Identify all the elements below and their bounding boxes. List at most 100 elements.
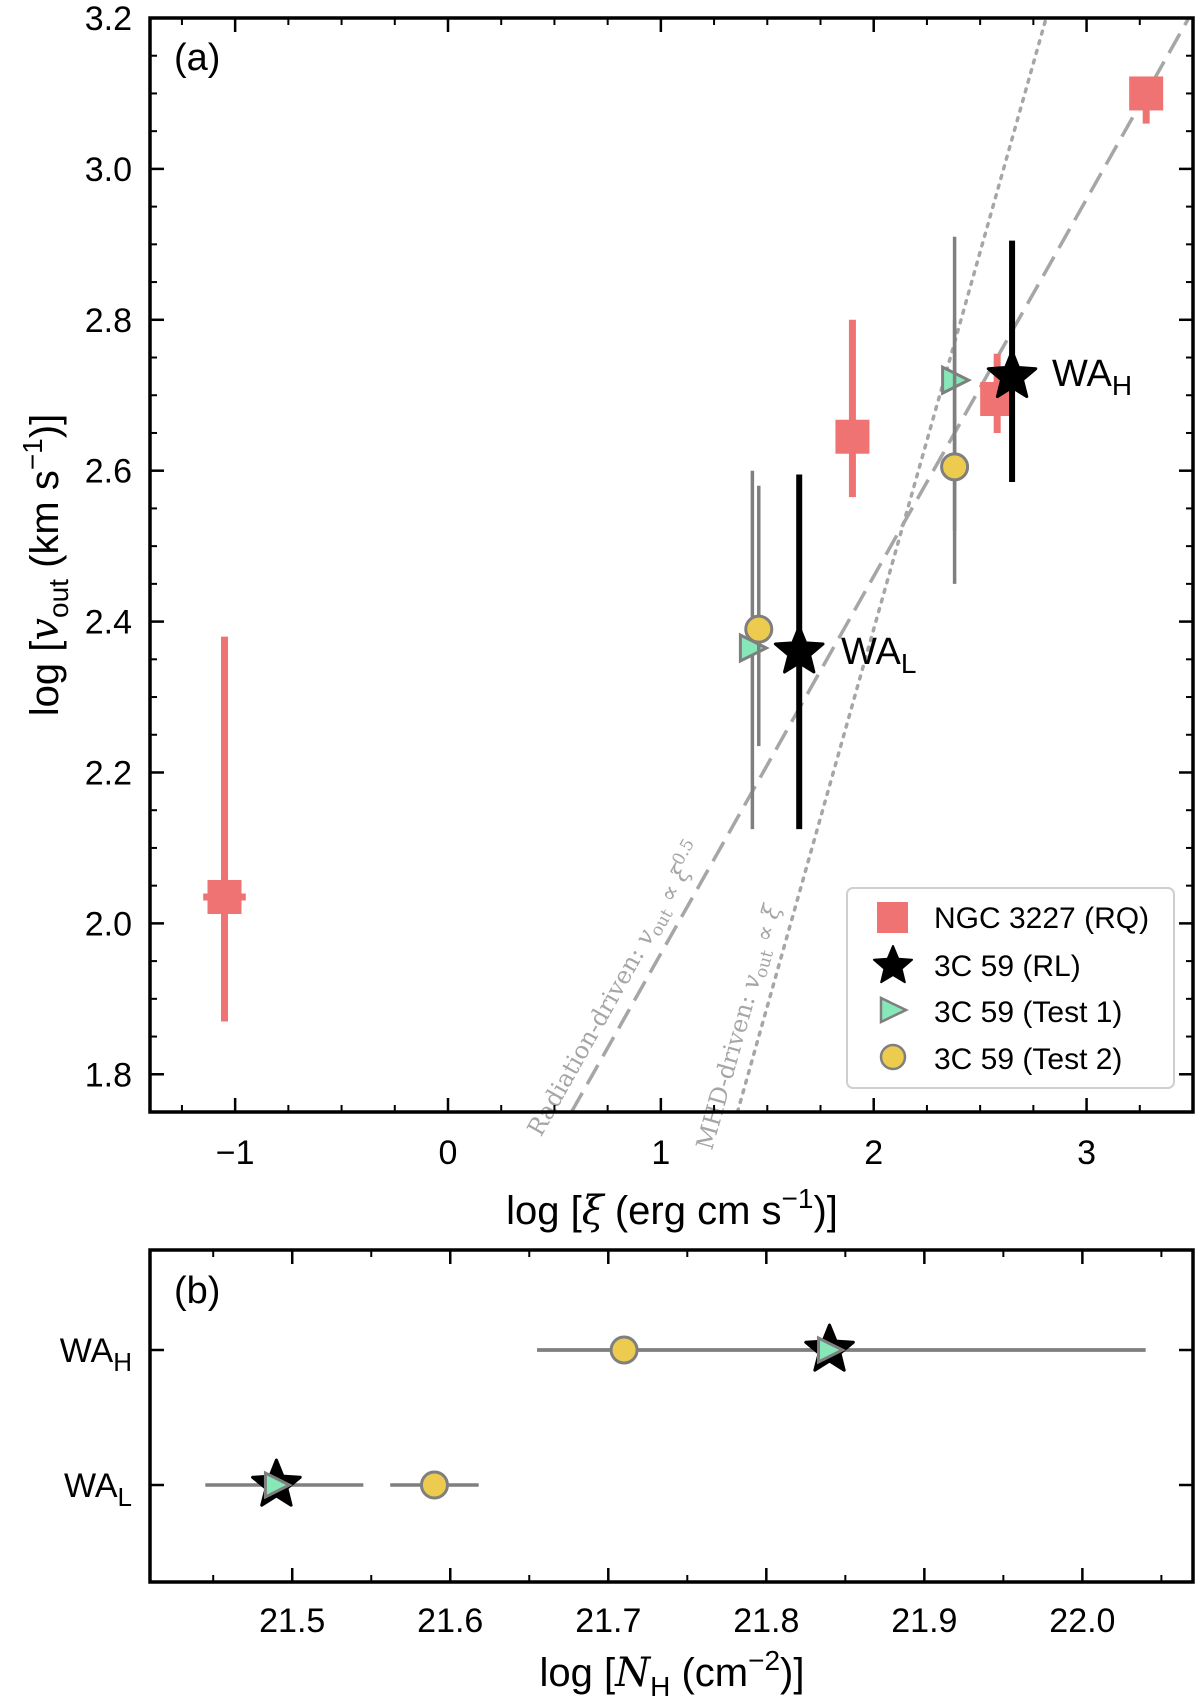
legend-marker-square [877, 902, 908, 933]
star-marker [773, 625, 825, 674]
triangle-marker [263, 1470, 293, 1500]
relation-label-prefix: MHD-driven: [691, 985, 763, 1153]
y-tick-label: 2.0 [85, 905, 132, 943]
x-tick-label: 0 [439, 1134, 458, 1172]
wa-h-subscript: H [1112, 370, 1132, 401]
3c-59-rl-point [773, 474, 825, 830]
panel-a-label: (a) [174, 37, 220, 79]
category-text: WA [64, 1467, 118, 1505]
ngc-3227-rq-point [1129, 76, 1164, 124]
panel-b-data-points [205, 1323, 1146, 1507]
legend-entry-3c59-rl: 3C 59 (RL) [873, 945, 1081, 984]
star-marker [986, 349, 1038, 399]
3c-59-rl-point [986, 240, 1038, 483]
legend-entry-ngc3227: NGC 3227 (RQ) [877, 902, 1149, 935]
mhd-driven-relation-line [735, 18, 1048, 1112]
x-title-symbol: N [614, 1650, 652, 1696]
y-tick-label: 2.4 [85, 604, 132, 642]
panel-a-frame [148, 16, 1195, 1114]
legend-entry-3c59-test2: 3C 59 (Test 2) [879, 1043, 1122, 1076]
triangle-marker [817, 1335, 846, 1365]
panel-a-y-axis-title: log [vout (km s−1)] [17, 414, 74, 716]
svg-text:MHD-driven: vout ∝ ξ: MHD-driven: vout ∝ ξ [691, 900, 791, 1154]
ngc-3227-rq-point [203, 636, 246, 1022]
legend-label-ngc3227: NGC 3227 (RQ) [934, 902, 1149, 935]
star-shape [873, 945, 913, 984]
x-tick-label: 22.0 [1049, 1602, 1115, 1640]
x-tick-label: 21.7 [575, 1602, 641, 1640]
relation-label-prefix: Radiation-driven: [522, 936, 654, 1141]
panel-b-label: (b) [174, 1270, 220, 1312]
y-title-subscript: out [43, 579, 74, 618]
panel-b-ticks: 21.5 21.6 21.7 21.8 21.9 22.0 [150, 1250, 1193, 1640]
legend-label-3c59-test1: 3C 59 (Test 1) [934, 996, 1122, 1029]
x-tick-label: 3 [1077, 1134, 1096, 1172]
panel-b-x-axis-title: log [NH (cm−2)] [540, 1645, 805, 1702]
circle-marker [744, 614, 774, 644]
x-title-suffix: )] [780, 1651, 804, 1695]
mhd-driven-relation-label: MHD-driven: vout ∝ ξ [691, 900, 791, 1154]
y-title-units: (km s [23, 470, 67, 579]
3c-59-test-2-point [940, 319, 970, 584]
legend: NGC 3227 (RQ) 3C 59 (RL) 3C 59 (Test 1) … [846, 887, 1175, 1089]
x-tick-label: 21.5 [259, 1602, 325, 1640]
y-title-superscript: −1 [17, 438, 48, 470]
x-title-superscript: −1 [782, 1183, 814, 1214]
y-tick-label: 1.8 [85, 1056, 132, 1094]
wa-h-text: WA [1052, 353, 1112, 395]
radiation-driven-relation-label: Radiation-driven: vout ∝ ξ0.5 [518, 835, 713, 1142]
category-label-wa-h: WAH [60, 1332, 132, 1377]
legend-label-3c59-rl: 3C 59 (RL) [934, 950, 1081, 983]
x-title-suffix: )] [813, 1189, 837, 1233]
panel-a: Radiation-driven: vout ∝ ξ0.5 MHD-driven… [17, 0, 1195, 1234]
category-label-wa-l: WAL [64, 1467, 132, 1512]
category-subscript: H [113, 1347, 132, 1377]
3c-59-test-2-point [744, 485, 774, 747]
circle-marker [609, 1335, 639, 1365]
x-title-prefix: log [ [506, 1189, 582, 1233]
panel-b-frame [148, 1248, 1195, 1584]
legend-frame [846, 887, 1175, 1089]
ngc-3227-rq-point [835, 319, 870, 498]
panel-a-x-axis-title: log [ξ (erg cm s−1)] [506, 1183, 838, 1234]
x-title-subscript: H [650, 1671, 670, 1702]
wa-l-subscript: L [901, 648, 917, 679]
circle-marker [940, 452, 970, 482]
y-title-suffix: )] [23, 414, 67, 438]
legend-label-3c59-test2: 3C 59 (Test 2) [934, 1043, 1122, 1076]
wa-l-text: WA [841, 631, 901, 673]
y-tick-label: 2.6 [85, 453, 132, 491]
y-title-prefix: log [ [23, 641, 67, 717]
x-tick-label: 21.9 [891, 1602, 957, 1640]
y-tick-label: 2.2 [85, 754, 132, 792]
circle-marker [419, 1470, 449, 1500]
x-tick-label: −1 [216, 1134, 255, 1172]
x-tick-label: 1 [651, 1134, 670, 1172]
legend-marker-triangle [879, 996, 909, 1024]
square-marker [207, 879, 242, 914]
x-tick-label: 2 [864, 1134, 883, 1172]
legend-marker-circle [879, 1043, 907, 1071]
legend-entry-3c59-test1: 3C 59 (Test 1) [879, 996, 1122, 1029]
x-title-prefix: log [ [540, 1651, 616, 1695]
square-marker [1129, 76, 1164, 111]
x-title-superscript: −2 [748, 1645, 780, 1676]
x-title-units: (cm [670, 1651, 748, 1695]
x-tick-label: 21.6 [417, 1602, 483, 1640]
wa-h-point-label: WAH [1052, 353, 1132, 401]
category-subscript: L [118, 1482, 132, 1512]
legend-marker-star [873, 945, 913, 984]
x-tick-label: 21.8 [733, 1602, 799, 1640]
y-title-symbol: v [22, 618, 68, 641]
panel-a-data-points [203, 76, 1164, 1022]
panel-b: 21.5 21.6 21.7 21.8 21.9 22.0 (b) WAH WAL log… [60, 1248, 1195, 1702]
y-tick-label: 3.0 [85, 151, 132, 189]
y-tick-label: 3.2 [85, 0, 132, 38]
square-marker [835, 419, 870, 454]
x-title-symbol: ξ [582, 1188, 606, 1234]
radiation-driven-relation-line [569, 18, 1191, 1112]
wa-l-point-label: WAL [841, 631, 916, 679]
svg-text:Radiation-driven: vout ∝ ξ0.5: Radiation-driven: vout ∝ ξ0.5 [518, 835, 713, 1142]
y-tick-label: 2.8 [85, 302, 132, 340]
